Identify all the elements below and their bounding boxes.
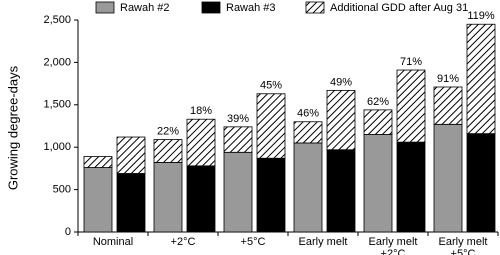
y-tick-label: 1,000 xyxy=(43,141,71,153)
x-tick-label: Early melt +2°C xyxy=(368,236,418,255)
percent-label: 62% xyxy=(367,96,389,108)
y-tick-label: 1,500 xyxy=(43,99,71,111)
y-axis-label: Growing degree-days xyxy=(5,65,20,190)
y-tick-label: 0 xyxy=(65,226,71,238)
bar-base xyxy=(116,173,146,233)
y-tick-label: 2,000 xyxy=(43,56,71,68)
bar-base xyxy=(326,149,356,233)
bar-base xyxy=(293,142,323,233)
x-tick-label: +2°C xyxy=(170,236,196,248)
bar-base xyxy=(363,134,393,233)
bar-additional xyxy=(223,126,253,153)
percent-label: 119% xyxy=(467,10,495,22)
legend-label: Rawah #2 xyxy=(120,2,170,14)
legend-swatch xyxy=(305,1,325,14)
bar-base xyxy=(153,162,183,233)
bar-additional xyxy=(116,136,146,174)
percent-label: 22% xyxy=(157,125,179,137)
percent-label: 91% xyxy=(437,73,459,85)
bar-additional xyxy=(83,156,113,168)
x-tick-label: Early melt +5°C xyxy=(438,236,488,255)
bar-additional xyxy=(363,109,393,135)
legend-swatch xyxy=(95,1,115,14)
bar-additional xyxy=(186,118,216,167)
x-tick-label: Early melt xyxy=(298,236,348,248)
percent-label: 45% xyxy=(260,80,282,92)
percent-label: 49% xyxy=(330,76,352,88)
bar-base xyxy=(186,165,216,233)
bar-additional xyxy=(396,69,426,143)
legend-label: Additional GDD after Aug 31 xyxy=(330,2,468,14)
bar-additional xyxy=(466,23,496,135)
bar-additional xyxy=(326,89,356,151)
y-tick-label: 2,500 xyxy=(43,14,71,26)
bar-base xyxy=(433,123,463,233)
y-tick-label: 500 xyxy=(53,184,71,196)
x-tick-label: +5°C xyxy=(240,236,266,248)
bar-additional xyxy=(293,121,323,144)
legend-label: Rawah #3 xyxy=(226,2,276,14)
bar-base xyxy=(83,167,113,233)
bar-base xyxy=(466,133,496,233)
bar-base xyxy=(223,151,253,233)
bar-additional xyxy=(153,139,183,163)
bar-additional xyxy=(433,86,463,125)
percent-label: 71% xyxy=(400,56,422,68)
x-tick-label: Nominal xyxy=(92,236,134,248)
percent-label: 46% xyxy=(297,108,319,120)
percent-label: 18% xyxy=(190,105,212,117)
bar-base xyxy=(396,141,426,233)
bar-base xyxy=(256,157,286,233)
percent-label: 39% xyxy=(227,113,249,125)
bar-additional xyxy=(256,93,286,159)
legend-swatch xyxy=(201,1,221,14)
